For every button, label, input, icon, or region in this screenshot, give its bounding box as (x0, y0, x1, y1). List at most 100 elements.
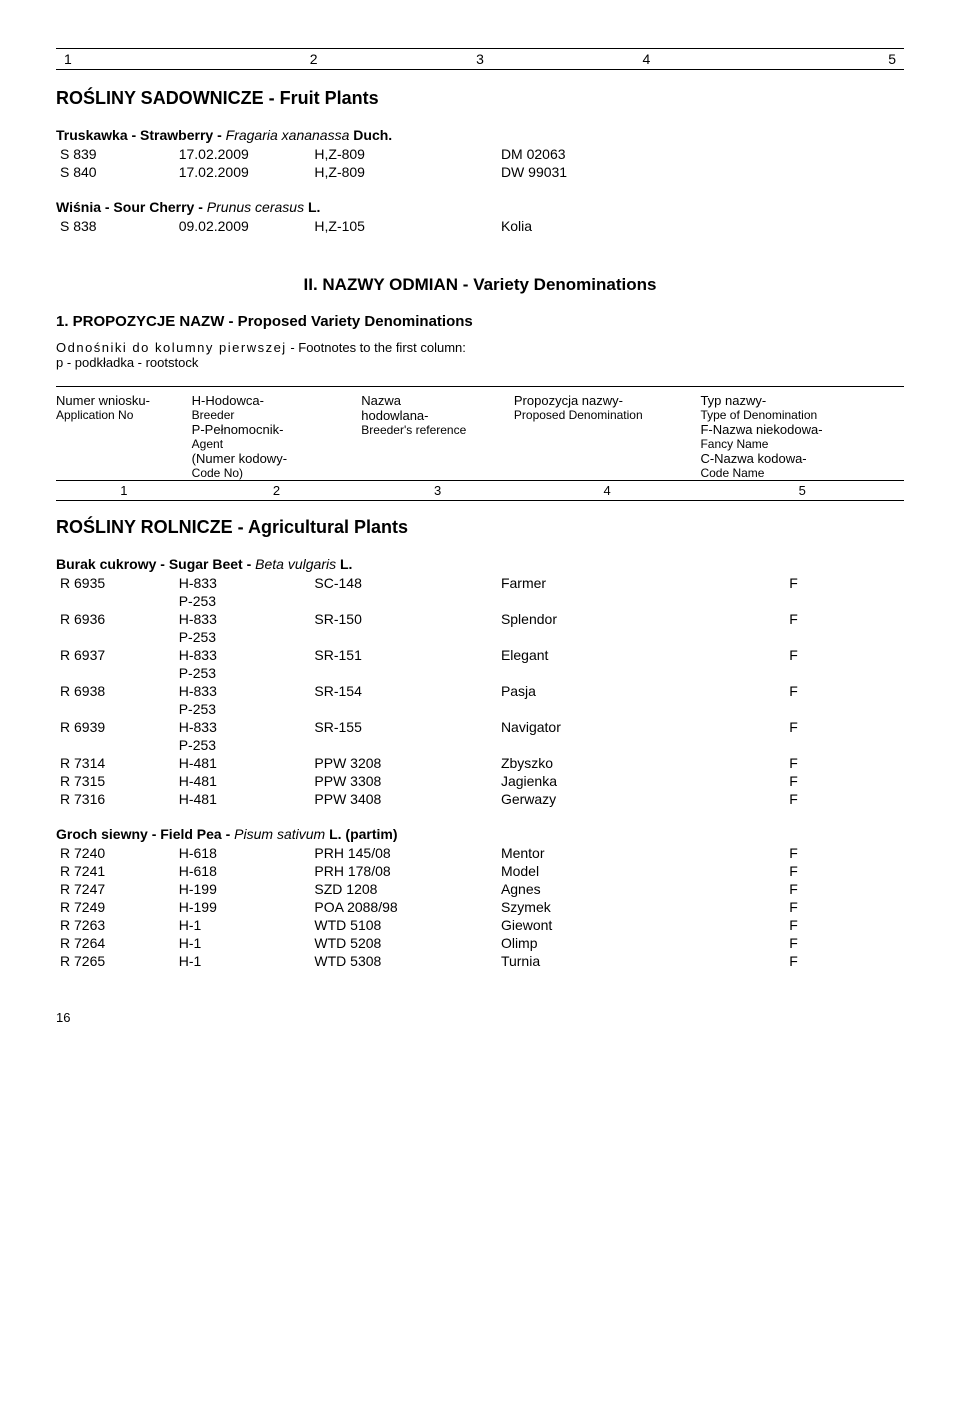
cell (785, 217, 904, 235)
cell: H-833 (175, 718, 311, 736)
table-row: R 7249H-199POA 2088/98SzymekF (56, 898, 904, 916)
def-c5e: C-Nazwa kodowa- (700, 451, 898, 466)
species-latin: Prunus cerasus (207, 199, 304, 215)
cell: P-253 (175, 736, 311, 754)
table-row: S 83917.02.2009H,Z-809DM 02063 (56, 145, 904, 163)
cell: F (785, 646, 904, 664)
species-common: Groch siewny - Field Pea - (56, 826, 234, 842)
cell: DM 02063 (497, 145, 785, 163)
cell: F (785, 754, 904, 772)
cell (785, 700, 904, 718)
cell: R 7316 (56, 790, 175, 808)
def-num: 4 (514, 481, 701, 501)
page-number: 16 (56, 1010, 904, 1025)
cell: Gerwazy (497, 790, 785, 808)
cell (56, 736, 175, 754)
def-num: 1 (56, 481, 192, 501)
footnote-rest: - Footnotes to the first column: (287, 340, 466, 355)
cell: SR-155 (310, 718, 497, 736)
def-c1b: Application No (56, 408, 186, 422)
table-row: S 84017.02.2009H,Z-809DW 99031 (56, 163, 904, 181)
species-title: Groch siewny - Field Pea - Pisum sativum… (56, 826, 904, 842)
cell: F (785, 934, 904, 952)
footnote-line2: p - podkładka - rootstock (56, 355, 904, 370)
cell: Giewont (497, 916, 785, 934)
cell: F (785, 772, 904, 790)
cell: Mentor (497, 844, 785, 862)
cell: F (785, 790, 904, 808)
def-c5b: Type of Denomination (700, 408, 898, 422)
table-row: R 6939H-833SR-155NavigatorF (56, 718, 904, 736)
def-c3b: hodowlana- (361, 408, 508, 423)
col-num: 3 (397, 51, 563, 67)
table-row: R 7263H-1WTD 5108GiewontF (56, 916, 904, 934)
def-c1a: Numer wniosku- (56, 393, 186, 408)
table-row: R 7314H-481PPW 3208ZbyszkoF (56, 754, 904, 772)
col-num: 5 (730, 51, 896, 67)
cell: R 7315 (56, 772, 175, 790)
cell: Elegant (497, 646, 785, 664)
def-num: 2 (192, 481, 362, 501)
cell (785, 664, 904, 682)
cell (785, 163, 904, 181)
section-fruit-title: ROŚLINY SADOWNICZE - Fruit Plants (56, 88, 904, 109)
col-num: 2 (230, 51, 396, 67)
cell (497, 628, 785, 646)
cell (56, 628, 175, 646)
cell: F (785, 898, 904, 916)
cell (310, 592, 497, 610)
table-row: P-253 (56, 592, 904, 610)
table-row: R 7240H-618PRH 145/08MentorF (56, 844, 904, 862)
species-latin: Pisum sativum (234, 826, 325, 842)
section2-sub: 1. PROPOZYCJE NAZW - Proposed Variety De… (56, 313, 904, 330)
table-row: P-253 (56, 700, 904, 718)
table-row: P-253 (56, 664, 904, 682)
cell: R 7314 (56, 754, 175, 772)
table-row: R 6936H-833SR-150SplendorF (56, 610, 904, 628)
cell: R 6937 (56, 646, 175, 664)
cell: Agnes (497, 880, 785, 898)
species-suffix: L. (304, 199, 320, 215)
cell (497, 736, 785, 754)
cell: Navigator (497, 718, 785, 736)
cell: F (785, 916, 904, 934)
cell: R 7264 (56, 934, 175, 952)
cell (785, 628, 904, 646)
cell: P-253 (175, 628, 311, 646)
cell: R 7240 (56, 844, 175, 862)
table-row: R 7316H-481PPW 3408GerwazyF (56, 790, 904, 808)
cell: 09.02.2009 (175, 217, 311, 235)
table-row: R 6935H-833SC-148FarmerF (56, 574, 904, 592)
cell: Jagienka (497, 772, 785, 790)
cell: Zbyszko (497, 754, 785, 772)
cell: R 7247 (56, 880, 175, 898)
cell: PRH 178/08 (310, 862, 497, 880)
table-row: S 83809.02.2009H,Z-105Kolia (56, 217, 904, 235)
cell: F (785, 718, 904, 736)
cell (785, 736, 904, 754)
cell: P-253 (175, 664, 311, 682)
cell: 17.02.2009 (175, 145, 311, 163)
cell: WTD 5308 (310, 952, 497, 970)
cell: H-481 (175, 772, 311, 790)
cell: Kolia (497, 217, 785, 235)
cell: PPW 3208 (310, 754, 497, 772)
cell: H-199 (175, 898, 311, 916)
cell: R 6935 (56, 574, 175, 592)
cell: SR-150 (310, 610, 497, 628)
species-common: Wiśnia - Sour Cherry - (56, 199, 207, 215)
species-data-table: S 83809.02.2009H,Z-105Kolia (56, 217, 904, 235)
table-row: P-253 (56, 628, 904, 646)
table-row: R 7241H-618PRH 178/08ModelF (56, 862, 904, 880)
cell: S 838 (56, 217, 175, 235)
table-row: R 7265H-1WTD 5308TurniaF (56, 952, 904, 970)
species-title: Wiśnia - Sour Cherry - Prunus cerasus L. (56, 199, 904, 215)
cell (310, 700, 497, 718)
cell: Splendor (497, 610, 785, 628)
cell: P-253 (175, 592, 311, 610)
cell: F (785, 574, 904, 592)
species-data-table: R 7240H-618PRH 145/08MentorFR 7241H-618P… (56, 844, 904, 970)
cell: H-833 (175, 682, 311, 700)
cell: S 839 (56, 145, 175, 163)
cell: PRH 145/08 (310, 844, 497, 862)
